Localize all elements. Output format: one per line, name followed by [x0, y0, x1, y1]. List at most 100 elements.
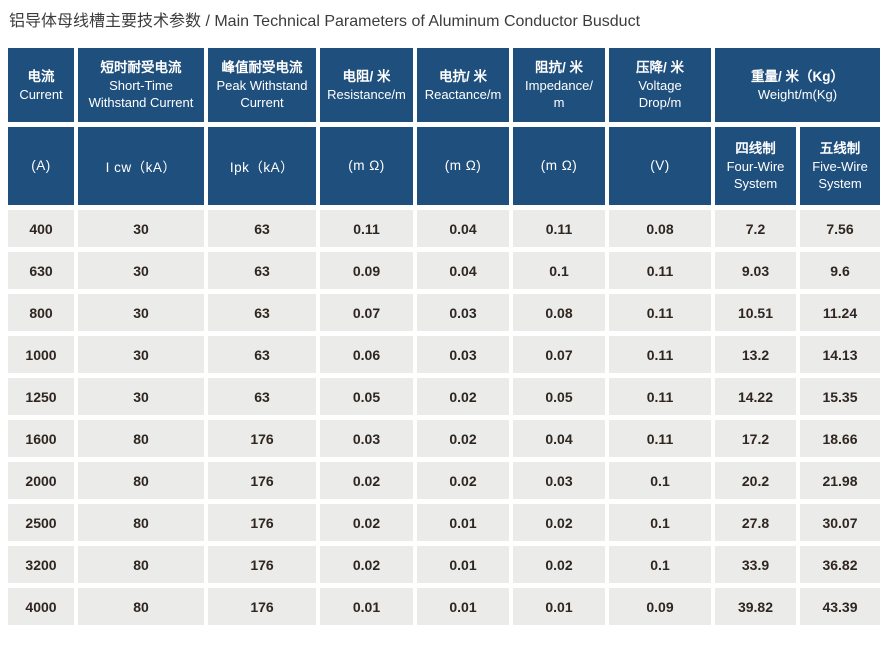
- header-five-wire: 五线制 Five-Wire System: [800, 127, 880, 205]
- cell-ipk-ka: 63: [208, 252, 316, 289]
- table-row: 4000 80 176 0.01 0.01 0.01 0.09 39.82 43.39: [8, 588, 880, 625]
- cell-reactance-mohm: 0.02: [417, 378, 509, 415]
- header-short-time-cn: 短时耐受电流: [100, 60, 182, 75]
- cell-current-a: 800: [8, 294, 74, 331]
- header-resistance-cn: 电阻/ 米: [342, 68, 391, 84]
- header-resistance: 电阻/ 米 Resistance/m: [320, 48, 413, 122]
- table-row: 1250 30 63 0.05 0.02 0.05 0.11 14.22 15.35: [8, 378, 880, 415]
- unit-ipk-label: Ipk（kA）: [229, 159, 295, 175]
- header-current: 电流 Current: [8, 48, 74, 122]
- cell-impedance-mohm: 0.08: [513, 294, 605, 331]
- cell-reactance-mohm: 0.03: [417, 336, 509, 373]
- cell-weight-four-wire: 13.2: [715, 336, 796, 373]
- table-row: 400 30 63 0.11 0.04 0.11 0.08 7.2 7.56: [8, 210, 880, 247]
- cell-icw-ka: 30: [78, 336, 204, 373]
- cell-voltage-drop-v: 0.11: [609, 378, 711, 415]
- cell-current-a: 3200: [8, 546, 74, 583]
- cell-weight-five-wire: 43.39: [800, 588, 880, 625]
- cell-reactance-mohm: 0.01: [417, 504, 509, 541]
- cell-icw-ka: 30: [78, 210, 204, 247]
- cell-resistance-mohm: 0.07: [320, 294, 413, 331]
- header-five-wire-cn: 五线制: [819, 141, 861, 156]
- header-resistance-en: Resistance/m: [327, 86, 406, 102]
- cell-resistance-mohm: 0.01: [320, 588, 413, 625]
- unit-voltage: (V): [609, 127, 711, 205]
- cell-ipk-ka: 63: [208, 336, 316, 373]
- cell-impedance-mohm: 0.03: [513, 462, 605, 499]
- cell-weight-five-wire: 11.24: [800, 294, 880, 331]
- cell-resistance-mohm: 0.09: [320, 252, 413, 289]
- cell-weight-five-wire: 15.35: [800, 378, 880, 415]
- table-row: 2500 80 176 0.02 0.01 0.02 0.1 27.8 30.07: [8, 504, 880, 541]
- unit-icw-label: I cw（kA）: [105, 159, 177, 175]
- cell-current-a: 4000: [8, 588, 74, 625]
- header-four-wire-cn: 四线制: [735, 141, 776, 156]
- cell-weight-four-wire: 33.9: [715, 546, 796, 583]
- spec-table: 电流 Current 短时耐受电流 Short-Time Withstand C…: [4, 43, 884, 630]
- cell-impedance-mohm: 0.04: [513, 420, 605, 457]
- cell-voltage-drop-v: 0.11: [609, 294, 711, 331]
- header-reactance-en: Reactance/m: [424, 86, 502, 102]
- unit-current-label: (A): [31, 158, 51, 173]
- header-peak-withstand: 峰值耐受电流 Peak Withstand Current: [208, 48, 316, 122]
- unit-impedance: (m Ω): [513, 127, 605, 205]
- cell-icw-ka: 80: [78, 462, 204, 499]
- cell-weight-five-wire: 14.13: [800, 336, 880, 373]
- header-four-wire-en: Four-Wire System: [726, 159, 785, 191]
- cell-ipk-ka: 63: [208, 294, 316, 331]
- cell-resistance-mohm: 0.06: [320, 336, 413, 373]
- cell-ipk-ka: 63: [208, 210, 316, 247]
- table-row: 2000 80 176 0.02 0.02 0.03 0.1 20.2 21.98: [8, 462, 880, 499]
- unit-current: (A): [8, 127, 74, 205]
- header-five-wire-en: Five-Wire System: [812, 159, 868, 191]
- header-short-time-withstand: 短时耐受电流 Short-Time Withstand Current: [78, 48, 204, 122]
- cell-ipk-ka: 176: [208, 420, 316, 457]
- cell-impedance-mohm: 0.02: [513, 546, 605, 583]
- cell-voltage-drop-v: 0.1: [609, 462, 711, 499]
- header-current-en: Current: [19, 86, 63, 102]
- cell-weight-four-wire: 14.22: [715, 378, 796, 415]
- cell-weight-four-wire: 27.8: [715, 504, 796, 541]
- cell-ipk-ka: 176: [208, 504, 316, 541]
- cell-voltage-drop-v: 0.11: [609, 420, 711, 457]
- cell-voltage-drop-v: 0.11: [609, 336, 711, 373]
- header-short-time-en: Short-Time Withstand Current: [88, 78, 194, 110]
- header-weight-en: Weight/m(Kg): [757, 86, 838, 102]
- unit-voltage-label: (V): [650, 158, 670, 173]
- header-weight: 重量/ 米（Kg） Weight/m(Kg): [715, 48, 880, 122]
- cell-current-a: 2000: [8, 462, 74, 499]
- cell-weight-four-wire: 17.2: [715, 420, 796, 457]
- cell-ipk-ka: 176: [208, 546, 316, 583]
- header-peak-en: Peak Withstand Current: [216, 78, 308, 110]
- unit-icw: I cw（kA）: [78, 127, 204, 205]
- cell-current-a: 1000: [8, 336, 74, 373]
- header-reactance-cn: 电抗/ 米: [438, 68, 487, 84]
- header-voltage-drop: 压降/ 米 Voltage Drop/m: [609, 48, 711, 122]
- header-reactance: 电抗/ 米 Reactance/m: [417, 48, 509, 122]
- table-row: 3200 80 176 0.02 0.01 0.02 0.1 33.9 36.82: [8, 546, 880, 583]
- header-impedance-en: Impedance/ m: [525, 78, 593, 110]
- cell-resistance-mohm: 0.03: [320, 420, 413, 457]
- cell-weight-five-wire: 21.98: [800, 462, 880, 499]
- table-header: 电流 Current 短时耐受电流 Short-Time Withstand C…: [8, 48, 880, 205]
- cell-impedance-mohm: 0.07: [513, 336, 605, 373]
- unit-impedance-label: (m Ω): [540, 158, 578, 173]
- cell-weight-four-wire: 20.2: [715, 462, 796, 499]
- cell-reactance-mohm: 0.04: [417, 210, 509, 247]
- header-current-cn: 电流: [27, 68, 55, 84]
- cell-ipk-ka: 176: [208, 588, 316, 625]
- header-voltage-drop-en: Voltage Drop/m: [638, 78, 682, 110]
- cell-reactance-mohm: 0.02: [417, 420, 509, 457]
- cell-reactance-mohm: 0.04: [417, 252, 509, 289]
- cell-resistance-mohm: 0.02: [320, 462, 413, 499]
- cell-current-a: 400: [8, 210, 74, 247]
- cell-impedance-mohm: 0.1: [513, 252, 605, 289]
- cell-current-a: 1250: [8, 378, 74, 415]
- cell-current-a: 2500: [8, 504, 74, 541]
- cell-weight-four-wire: 7.2: [715, 210, 796, 247]
- header-row-2: (A) I cw（kA） Ipk（kA） (m Ω) (m Ω) (m Ω): [8, 127, 880, 205]
- cell-current-a: 1600: [8, 420, 74, 457]
- cell-impedance-mohm: 0.11: [513, 210, 605, 247]
- unit-resistance-label: (m Ω): [348, 158, 385, 173]
